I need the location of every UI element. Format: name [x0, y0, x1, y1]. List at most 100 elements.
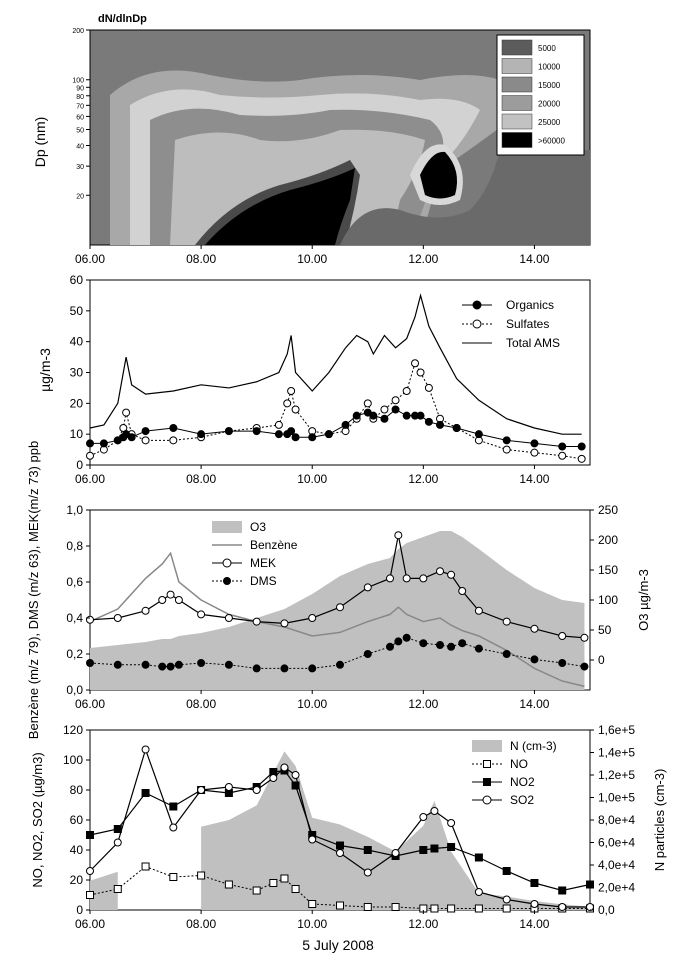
dms-point: [113, 660, 122, 669]
dms-point: [386, 642, 394, 651]
x-tick-label: 12.00: [408, 697, 438, 711]
organics-point: [502, 436, 511, 445]
dms-point: [174, 660, 183, 669]
sulfates-point: [122, 408, 131, 417]
y-tick-label: 100: [598, 593, 618, 607]
sulfates-point: [86, 451, 94, 460]
dms-point: [166, 662, 175, 671]
y-tick-label: 20: [70, 873, 84, 887]
y-tick-label: 0: [76, 458, 83, 472]
no2-point: [530, 879, 539, 887]
sulfates-point: [558, 451, 567, 460]
no-line: [89, 865, 590, 909]
legend-label: Benzène: [250, 538, 298, 552]
legend-swatch: [501, 39, 533, 56]
so2-point: [280, 763, 289, 772]
mek-point: [580, 633, 589, 642]
no-point: [113, 885, 122, 893]
mek-point: [86, 615, 94, 624]
mek-point: [474, 606, 483, 615]
so2-point: [86, 867, 94, 875]
organics-point: [197, 430, 206, 439]
x-tick-label: 06.00: [75, 697, 105, 711]
mek-point: [113, 614, 122, 622]
sulfates-point: [274, 420, 283, 429]
mek-point: [224, 614, 233, 622]
y-tick-label: 30: [70, 366, 84, 380]
ams-series: [86, 293, 586, 463]
x-tick-label: 10.00: [297, 472, 327, 486]
y-tick-label: 50: [598, 623, 612, 637]
no-point: [430, 904, 439, 913]
legend-label: >60000: [538, 137, 565, 146]
legend-swatch: [501, 58, 533, 74]
y-tick-label: 50: [70, 304, 84, 318]
gas-legend: N (cm-3) NO NO2 SO2: [472, 739, 557, 807]
mek-point: [419, 574, 428, 583]
y-tick-label: 20: [76, 193, 84, 200]
y-tick-label: 0,0: [598, 903, 615, 917]
mek-point: [336, 603, 344, 612]
dms-point: [308, 664, 317, 673]
x-tick-label: 14.00: [519, 252, 549, 266]
y-tick-label: 100: [72, 78, 84, 85]
so2-point: [419, 813, 428, 821]
voc-series: [86, 531, 589, 690]
no-point: [269, 879, 278, 887]
sulfates-point: [287, 387, 296, 395]
organics-point: [308, 433, 317, 442]
legend-label: NO: [510, 757, 528, 771]
sulfates-point: [141, 436, 150, 445]
no-point: [391, 903, 400, 911]
organics-point: [416, 411, 425, 420]
x-tick-label: 06.00: [75, 917, 105, 931]
gas-panel: NO, NO2, SO2 (µg/m3) N particles (cm-3) …: [30, 723, 667, 931]
organics-point: [424, 417, 433, 426]
so2-point: [447, 819, 456, 827]
sulfates-point: [391, 396, 400, 405]
no-point: [252, 886, 261, 895]
dms-point: [252, 664, 261, 673]
legend-label: 10000: [538, 63, 561, 72]
dms-point: [336, 660, 344, 669]
gas-left-axis-label: NO, NO2, SO2 (µg/m3): [30, 752, 45, 887]
x-tick-label: 14.00: [519, 472, 549, 486]
y-tick-label: 0: [76, 903, 83, 917]
ams-y-axis-label: µg/m-3: [37, 348, 53, 392]
organics-point: [99, 439, 108, 448]
mek-point: [280, 619, 289, 628]
x-tick-label: 10.00: [297, 917, 327, 931]
y-tick-label: 60: [76, 114, 84, 121]
dms-point: [280, 664, 289, 673]
x-tick-label: 14.00: [519, 697, 549, 711]
gas-axes: 0 20 40 60 80 100 120 0,0 2,0e+4 4,0e+4 6,0e+4 8,0e…: [63, 723, 635, 931]
legend-marker: [483, 778, 491, 786]
heatmap-x-ticks: 06.00 08.00 10.00 12.00 14.00: [75, 245, 550, 266]
no-point: [197, 871, 206, 880]
so2-point: [474, 888, 483, 896]
x-tick-label: 12.00: [408, 917, 438, 931]
organics-point: [577, 442, 586, 451]
y-tick-label: 150: [598, 563, 618, 577]
y-tick-label: 1,2e+5: [598, 768, 635, 782]
mek-point: [502, 617, 511, 626]
legend-marker: [472, 319, 482, 329]
mek-point: [308, 614, 317, 622]
legend-marker: [472, 300, 482, 310]
legend-swatch: [501, 76, 533, 93]
n-area: [90, 871, 118, 910]
no-point: [336, 901, 344, 910]
y-tick-label: 200: [598, 533, 618, 547]
sulfates-point: [283, 399, 292, 408]
sulfates-point: [424, 383, 433, 392]
o3-area: [90, 531, 585, 690]
sulfates-point: [169, 436, 178, 445]
mek-point: [394, 531, 403, 540]
no2-point: [363, 846, 372, 854]
legend-marker: [223, 577, 231, 585]
legend-marker: [222, 558, 232, 568]
x-tick-label: 14.00: [519, 917, 549, 931]
gas-series: [86, 745, 594, 913]
organics-point: [369, 411, 378, 420]
organics-point: [224, 427, 233, 436]
